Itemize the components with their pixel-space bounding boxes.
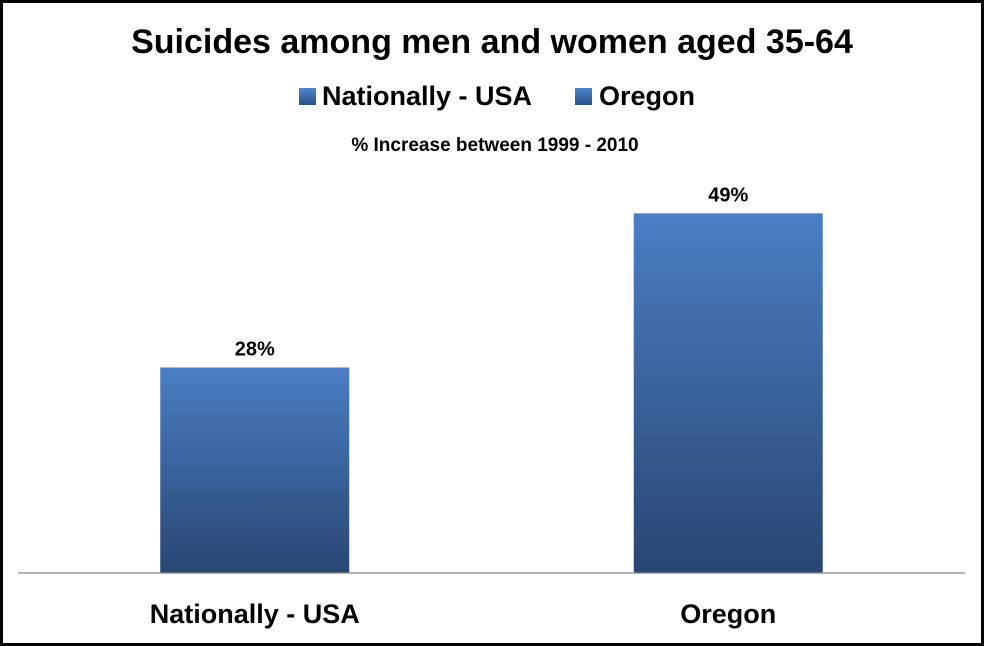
bar-chart: Suicides among men and women aged 35-64 … bbox=[18, 23, 965, 629]
chart-title: Suicides among men and women aged 35-64 bbox=[131, 23, 853, 61]
legend-label-nationally-usa: Nationally - USA bbox=[322, 81, 532, 111]
data-label-nationally-usa: 28% bbox=[235, 338, 275, 360]
category-label-nationally-usa: Nationally - USA bbox=[150, 599, 360, 629]
legend-label-oregon: Oregon bbox=[599, 81, 695, 111]
legend-swatch-nationally-usa bbox=[299, 88, 316, 105]
bars-group: 28% 49% bbox=[160, 184, 823, 573]
category-label-oregon: Oregon bbox=[680, 599, 776, 629]
legend-swatch-oregon bbox=[575, 88, 592, 105]
category-labels: Nationally - USA Oregon bbox=[150, 599, 777, 629]
bar-oregon bbox=[633, 213, 823, 573]
bar-nationally-usa bbox=[160, 367, 350, 573]
chart-subtitle: % Increase between 1999 - 2010 bbox=[351, 135, 638, 156]
legend: Nationally - USA Oregon bbox=[299, 81, 695, 111]
data-label-oregon: 49% bbox=[708, 184, 748, 206]
